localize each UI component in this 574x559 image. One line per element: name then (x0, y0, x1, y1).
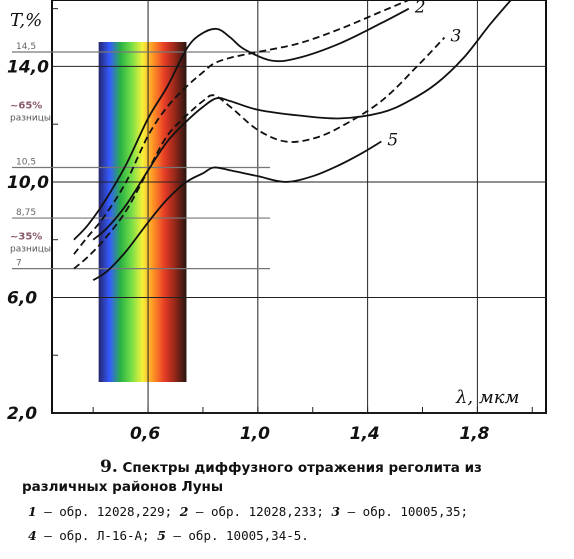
legend-number: 2 (179, 504, 189, 519)
series-label-5: 5 (387, 131, 398, 151)
series-line-3 (73, 36, 446, 270)
legend-number: 1 (28, 504, 37, 519)
series-line-1 (73, 0, 412, 255)
caption-legend-line-2: 4 — обр. Л-16-А; 5 — обр. 10005,34-5. (28, 527, 574, 545)
reference-value-label: 10,5 (16, 158, 36, 168)
reference-value-label: 7 (16, 259, 22, 269)
caption-legend-line-1: 1 — обр. 12028,229; 2 — обр. 12028,233; … (28, 503, 574, 521)
series-label-1: 1 (429, 0, 440, 3)
y-tick-label: 14,0 (7, 57, 49, 77)
x-tick-label: 0,6 (130, 424, 160, 444)
reference-value-label: 8,75 (16, 208, 36, 218)
series-line-5 (92, 140, 382, 281)
caption-title: 9. Спектры диффузного отражения реголита… (22, 458, 574, 497)
difference-percent-label: ~35% (10, 232, 42, 243)
legend-number: 3 (331, 504, 341, 519)
x-tick-label: 1,0 (240, 424, 270, 444)
y-tick-label: 2,0 (7, 404, 37, 424)
series-label-2: 2 (414, 0, 426, 18)
legend-number: 5 (157, 528, 166, 543)
figure-caption: 9. Спектры диффузного отражения реголита… (0, 458, 574, 545)
difference-caption-label: разницы (10, 113, 51, 123)
difference-caption-label: разницы (10, 245, 51, 255)
legend-sample-text: — обр. 12028,233; (188, 504, 332, 519)
caption-number: 9. (100, 457, 118, 477)
legend-sample-text: — обр. 10005,34-5. (165, 528, 309, 543)
series-label-3: 3 (450, 27, 461, 47)
series-line-4 (92, 0, 513, 241)
legend-sample-text: — обр. 10005,35; (340, 504, 469, 519)
x-tick-label: 1,4 (350, 424, 380, 444)
y-tick-label: 6,0 (7, 288, 37, 308)
reflectance-chart: 2,0 6,0 10,0 14,0 0,6 1,0 1,4 1,8 14,5 10,5 8,75 7 ~… (7, 0, 547, 444)
spectrum-band (98, 42, 187, 382)
difference-percent-label: ~65% (10, 100, 42, 111)
y-tick-label: 10,0 (7, 173, 49, 193)
x-tick-label: 1,8 (459, 424, 489, 444)
y-axis-title: T,% (10, 10, 42, 31)
x-axis-title: λ, мкм (455, 387, 519, 408)
caption-text: Спектры диффузного отражения реголита из… (22, 460, 482, 495)
series-line-2 (73, 7, 410, 241)
reference-value-label: 14,5 (16, 42, 36, 52)
legend-sample-text: — обр. Л-16-А; (36, 528, 158, 543)
legend-sample-text: — обр. 12028,229; (36, 504, 180, 519)
legend-number: 4 (28, 528, 37, 543)
